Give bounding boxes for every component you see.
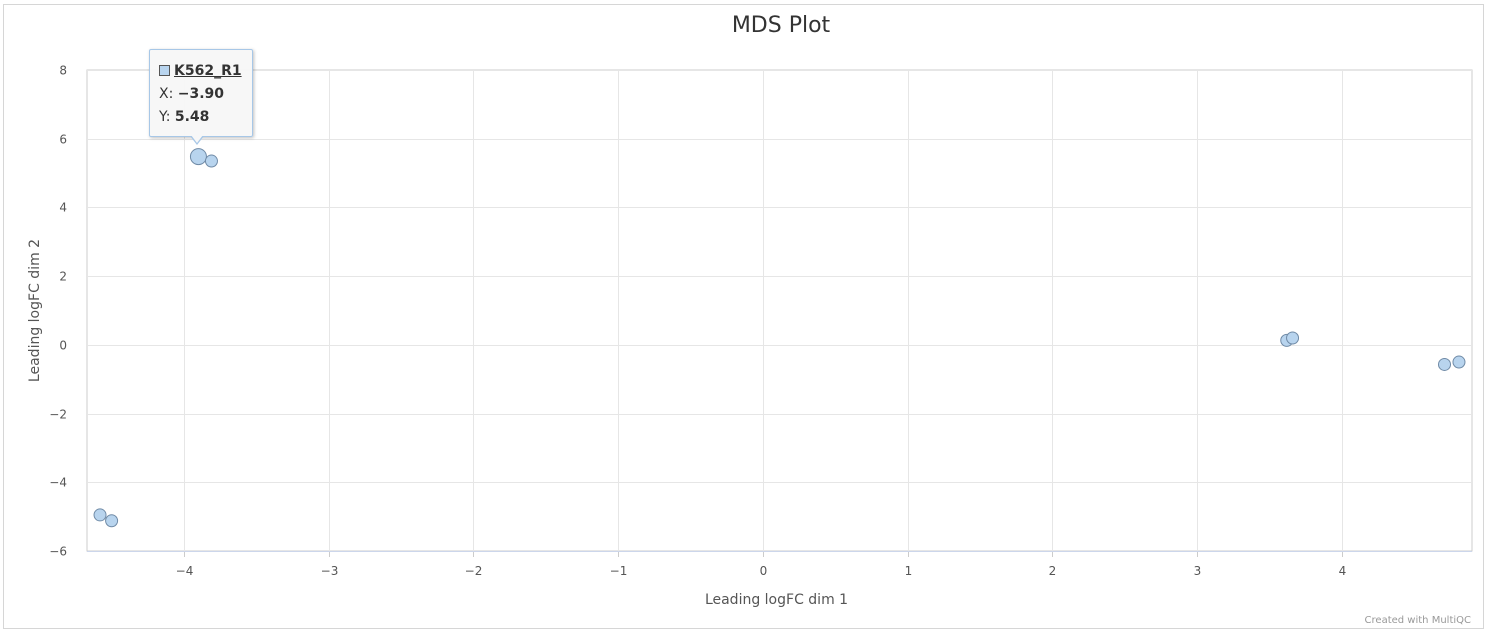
y-tick-label: 6 bbox=[59, 133, 67, 147]
data-point bbox=[1452, 355, 1466, 369]
x-tick-label: 3 bbox=[1194, 564, 1202, 578]
x-tick-label: −2 bbox=[465, 564, 483, 578]
tooltip-x-line: X: −3.90 bbox=[159, 83, 243, 106]
y-axis-title: Leading logFC dim 2 bbox=[27, 239, 43, 382]
tooltip-x-value: −3.90 bbox=[177, 86, 225, 102]
data-point bbox=[204, 154, 218, 168]
tooltip-x-label: X: bbox=[159, 86, 174, 102]
data-point bbox=[1438, 357, 1452, 371]
y-tick-label: −2 bbox=[49, 408, 67, 422]
point-tooltip: K562_R1 X: −3.90 Y: 5.48 bbox=[149, 49, 253, 137]
tooltip-y-line: Y: 5.48 bbox=[159, 106, 243, 129]
y-tick-label: 8 bbox=[59, 64, 67, 78]
y-tick-label: −4 bbox=[49, 476, 67, 490]
y-tick-label: −6 bbox=[49, 545, 67, 559]
x-axis-title: Leading logFC dim 1 bbox=[705, 592, 848, 608]
tooltip-y-value: 5.48 bbox=[174, 109, 210, 125]
credits-link[interactable]: Created with MultiQC bbox=[1364, 615, 1471, 626]
y-tick-label: 4 bbox=[59, 201, 67, 215]
y-tick-label: 2 bbox=[59, 270, 67, 284]
x-tick-label: 2 bbox=[1049, 564, 1057, 578]
tooltip-point-name: K562_R1 bbox=[174, 63, 242, 79]
highlighted-data-point bbox=[189, 148, 207, 166]
x-tick-label: −3 bbox=[321, 564, 339, 578]
series-swatch-icon bbox=[159, 65, 170, 76]
tooltip-series-line: K562_R1 bbox=[159, 60, 243, 83]
plot-area-border bbox=[86, 69, 1473, 552]
x-tick-label: 4 bbox=[1339, 564, 1347, 578]
x-tick-label: −1 bbox=[610, 564, 628, 578]
tooltip-pointer-fill bbox=[191, 135, 203, 143]
x-tick-label: 0 bbox=[760, 564, 768, 578]
y-tick-label: 0 bbox=[59, 339, 67, 353]
x-tick-label: 1 bbox=[905, 564, 913, 578]
chart-title: MDS Plot bbox=[731, 13, 831, 38]
data-point bbox=[1286, 331, 1300, 345]
x-tick-label: −4 bbox=[176, 564, 194, 578]
data-point bbox=[93, 508, 107, 522]
data-point bbox=[105, 514, 119, 528]
tooltip-y-label: Y: bbox=[159, 109, 171, 125]
